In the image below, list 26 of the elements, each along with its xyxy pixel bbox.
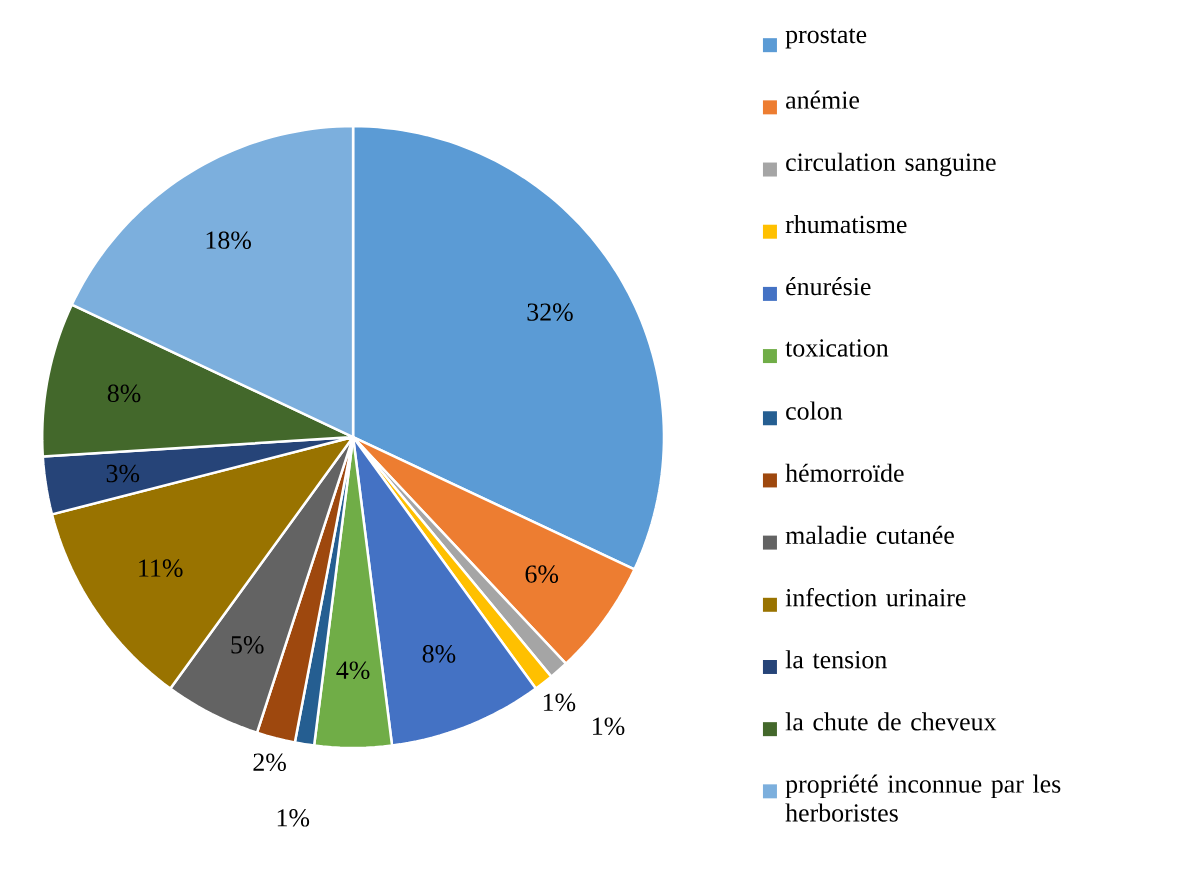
legend-label: toxication (785, 339, 889, 357)
legend-label: énurésie (786, 277, 871, 296)
data-label: 11% (139, 559, 183, 577)
legend-label: propriété inconnue par les herboristes (785, 774, 1061, 822)
legend-label: la chute de cheveux (785, 712, 997, 731)
data-label: 4% (336, 661, 370, 679)
data-label: 3% (106, 464, 140, 483)
legend-label: infection urinaire (785, 587, 966, 607)
data-label: 2% (253, 753, 286, 772)
data-label: 8% (422, 645, 456, 663)
legend-label: maladie cutanée (785, 525, 954, 545)
legend-label: colon (786, 401, 843, 420)
legend-label: anémie (786, 90, 860, 109)
data-label: 5% (231, 635, 264, 654)
data-label: 8% (107, 384, 141, 403)
legend-label: prostate (785, 28, 867, 49)
legend-label: circulation sanguine (786, 152, 996, 177)
legend-label: rhumatisme (785, 214, 907, 234)
data-label: 1% (593, 717, 625, 735)
data-label: 1% (277, 808, 310, 827)
data-label: 6% (525, 565, 559, 583)
data-label: 18% (206, 231, 251, 249)
legend-label: hémorroïde (785, 463, 904, 482)
legend-label: la tension (785, 650, 887, 669)
data-label: 32% (527, 303, 573, 321)
data-label: 1% (543, 693, 576, 712)
